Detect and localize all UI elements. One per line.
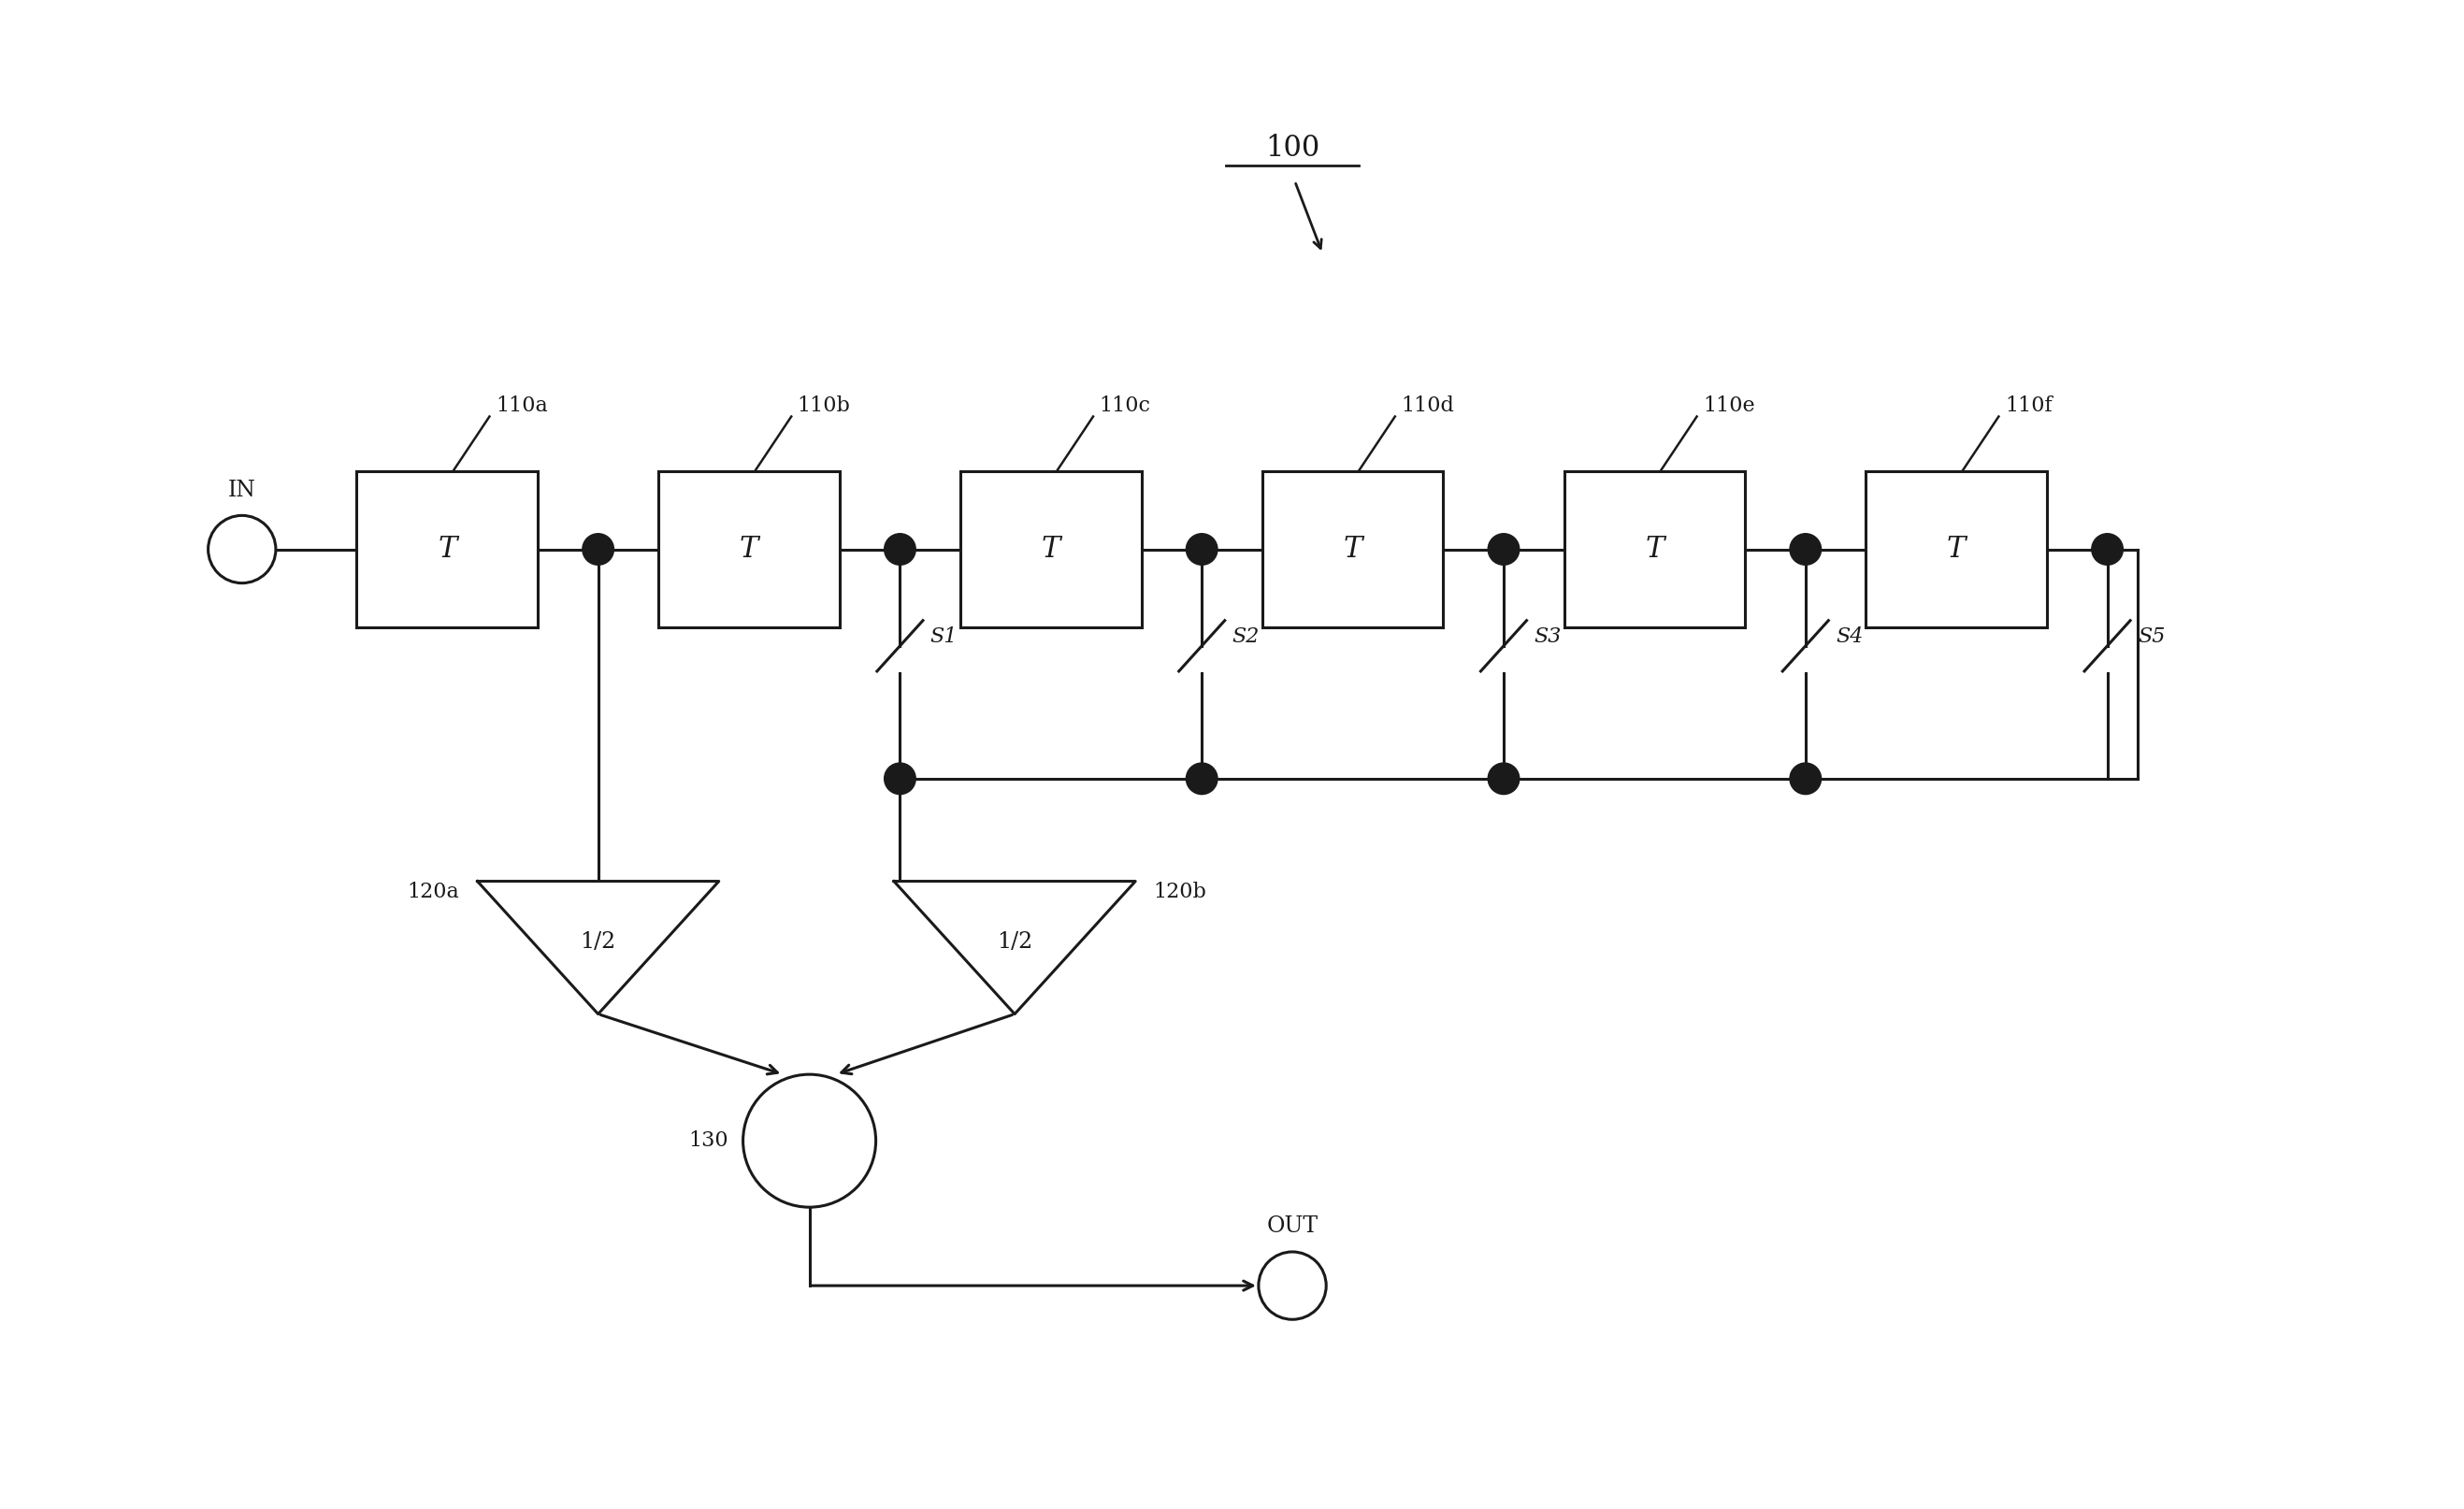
Circle shape — [582, 534, 614, 564]
Bar — [658, 471, 840, 628]
Text: 110e: 110e — [1703, 395, 1754, 416]
Text: 120a: 120a — [407, 881, 458, 902]
Text: 110f: 110f — [2006, 395, 2053, 416]
Text: 110a: 110a — [495, 395, 547, 416]
Text: S2: S2 — [1232, 626, 1259, 647]
Text: S4: S4 — [1836, 626, 1863, 647]
Circle shape — [1789, 534, 1821, 564]
Text: S5: S5 — [2139, 626, 2166, 647]
Text: 100: 100 — [1264, 134, 1321, 163]
Text: 110c: 110c — [1099, 395, 1151, 416]
Text: OUT: OUT — [1266, 1216, 1318, 1237]
Text: T: T — [739, 534, 759, 564]
Text: T: T — [1343, 534, 1363, 564]
Bar — [1865, 471, 2048, 628]
Text: S3: S3 — [1533, 626, 1562, 647]
Circle shape — [207, 516, 276, 582]
Circle shape — [1259, 1252, 1326, 1319]
Text: T: T — [1947, 534, 1966, 564]
Bar — [357, 471, 537, 628]
Text: 120b: 120b — [1153, 881, 1207, 902]
Text: 1/2: 1/2 — [998, 931, 1032, 952]
Bar — [961, 471, 1141, 628]
Bar — [1262, 471, 1444, 628]
Circle shape — [1185, 534, 1217, 564]
Text: 110b: 110b — [798, 395, 850, 416]
Text: T: T — [1042, 534, 1060, 564]
Circle shape — [1185, 764, 1217, 794]
Text: T: T — [1646, 534, 1663, 564]
Circle shape — [1488, 534, 1520, 564]
Circle shape — [885, 764, 917, 794]
Circle shape — [2092, 534, 2124, 564]
Polygon shape — [894, 881, 1136, 1014]
Text: T: T — [439, 534, 456, 564]
Bar — [1565, 471, 1745, 628]
Circle shape — [1789, 764, 1821, 794]
Text: 110d: 110d — [1402, 395, 1454, 416]
Circle shape — [744, 1074, 875, 1207]
Text: IN: IN — [229, 480, 256, 501]
Circle shape — [885, 534, 917, 564]
Text: 1/2: 1/2 — [579, 931, 616, 952]
Text: S1: S1 — [931, 626, 958, 647]
Text: +: + — [796, 1126, 823, 1156]
Circle shape — [1488, 764, 1520, 794]
Text: 130: 130 — [687, 1130, 729, 1151]
Polygon shape — [478, 881, 719, 1014]
